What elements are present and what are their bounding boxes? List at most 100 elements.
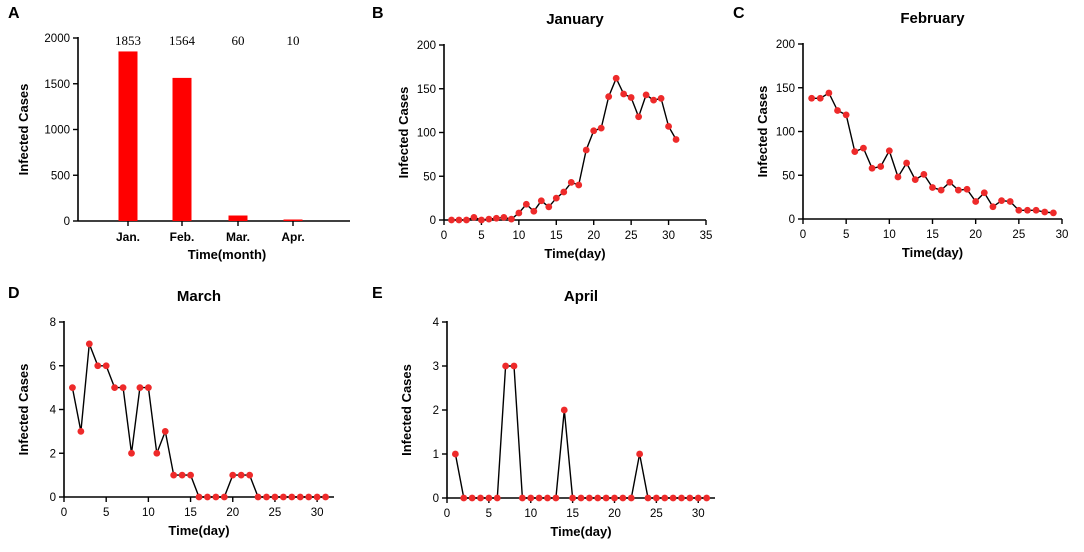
y-tick-label: 0 <box>64 216 70 228</box>
data-point <box>903 159 910 167</box>
data-point <box>187 471 194 479</box>
data-point <box>585 494 593 502</box>
x-tick-label: 15 <box>184 507 197 519</box>
data-point <box>170 471 178 479</box>
data-point <box>448 216 455 224</box>
y-tick-label: 150 <box>417 84 436 96</box>
panel-letter: A <box>8 5 20 22</box>
data-point <box>94 362 102 370</box>
data-point <box>552 494 560 502</box>
data-point <box>478 216 485 224</box>
data-point <box>619 494 627 502</box>
data-point <box>808 94 816 102</box>
panel-letter: E <box>372 285 383 302</box>
y-tick-label: 0 <box>430 215 436 227</box>
y-axis-label: Infected Cases <box>396 87 411 179</box>
data-point <box>322 493 329 501</box>
data-point <box>590 127 598 135</box>
y-tick-label: 150 <box>776 83 795 95</box>
chart-title: April <box>564 288 598 305</box>
data-point <box>144 384 152 392</box>
y-tick-label: 50 <box>423 171 436 183</box>
data-point <box>502 362 510 370</box>
data-point <box>212 493 220 501</box>
data-point <box>611 494 618 502</box>
data-point <box>85 340 93 348</box>
data-point <box>946 178 954 186</box>
data-point <box>288 493 296 501</box>
y-tick-label: 4 <box>50 405 57 417</box>
panel-e: E April 0 1 2 3 4 Infected Cases Time(day) 0 5 10 15… <box>372 285 715 539</box>
y-axis-label: Infected Cases <box>399 364 414 456</box>
data-point <box>485 494 493 502</box>
y-tick-label: 1000 <box>44 125 70 137</box>
y-tick-label: 100 <box>776 127 795 139</box>
series-line <box>454 365 707 499</box>
data-point <box>694 494 702 502</box>
y-axis-label: Infected Cases <box>755 86 770 178</box>
chart-title: February <box>900 10 965 27</box>
data-point <box>161 427 169 435</box>
x-tick-label: Jan. <box>116 230 140 244</box>
series-line <box>451 76 677 221</box>
data-point <box>955 186 962 194</box>
data-point <box>455 216 463 224</box>
data-point <box>650 96 657 104</box>
data-point <box>602 494 610 502</box>
data-point <box>204 493 211 501</box>
x-axis-label: Time(day) <box>168 523 229 538</box>
data-label: 60 <box>232 33 245 48</box>
data-point <box>530 207 538 215</box>
x-tick-label: 30 <box>692 508 705 520</box>
data-point <box>246 471 254 479</box>
x-axis-label: Time(day) <box>550 524 611 539</box>
data-point <box>69 384 76 392</box>
panel-letter: D <box>8 285 20 302</box>
data-point <box>463 216 470 224</box>
data-point <box>552 194 560 202</box>
data-point <box>842 111 850 119</box>
data-point <box>998 197 1005 205</box>
data-point <box>1032 206 1040 214</box>
x-tick-label: 0 <box>444 508 450 520</box>
data-point <box>153 449 161 457</box>
data-point <box>493 214 500 222</box>
data-point <box>271 493 279 501</box>
data-point <box>594 494 602 502</box>
data-point <box>220 493 228 501</box>
y-tick-label: 8 <box>50 317 56 329</box>
panel-a: A 0 500 1000 1500 2000 Infected Cases Time(mont… <box>8 5 350 262</box>
y-tick-label: 2 <box>433 405 439 417</box>
y-tick-label: 0 <box>433 493 439 505</box>
data-point <box>860 144 867 152</box>
data-point <box>669 494 677 502</box>
chart-title: March <box>177 288 221 305</box>
data-point <box>825 89 833 97</box>
y-tick-label: 200 <box>776 39 795 51</box>
y-tick-label: 1500 <box>44 79 70 91</box>
series-line <box>71 343 326 498</box>
data-point <box>102 362 110 370</box>
data-point <box>119 384 127 392</box>
data-point <box>1049 209 1057 217</box>
bar <box>228 215 248 221</box>
data-label: 10 <box>287 33 300 48</box>
data-point <box>972 198 980 205</box>
data-point <box>834 107 841 114</box>
x-tick-label: 15 <box>566 508 579 520</box>
chart-title: January <box>546 11 604 28</box>
panel-d: D March 0 2 4 6 8 Infected Cases Time(day) 0 5 10 15… <box>8 285 334 538</box>
panel-letter: B <box>372 5 384 22</box>
x-tick-label: 5 <box>843 229 849 241</box>
data-point <box>686 494 694 502</box>
y-tick-label: 0 <box>50 492 56 504</box>
data-point <box>296 493 304 501</box>
data-point <box>522 200 530 208</box>
data-point <box>1024 206 1031 214</box>
data-point <box>111 384 119 392</box>
data-point <box>877 163 885 170</box>
x-tick-label: 5 <box>486 508 492 520</box>
bar <box>118 51 138 221</box>
data-point <box>229 471 237 479</box>
